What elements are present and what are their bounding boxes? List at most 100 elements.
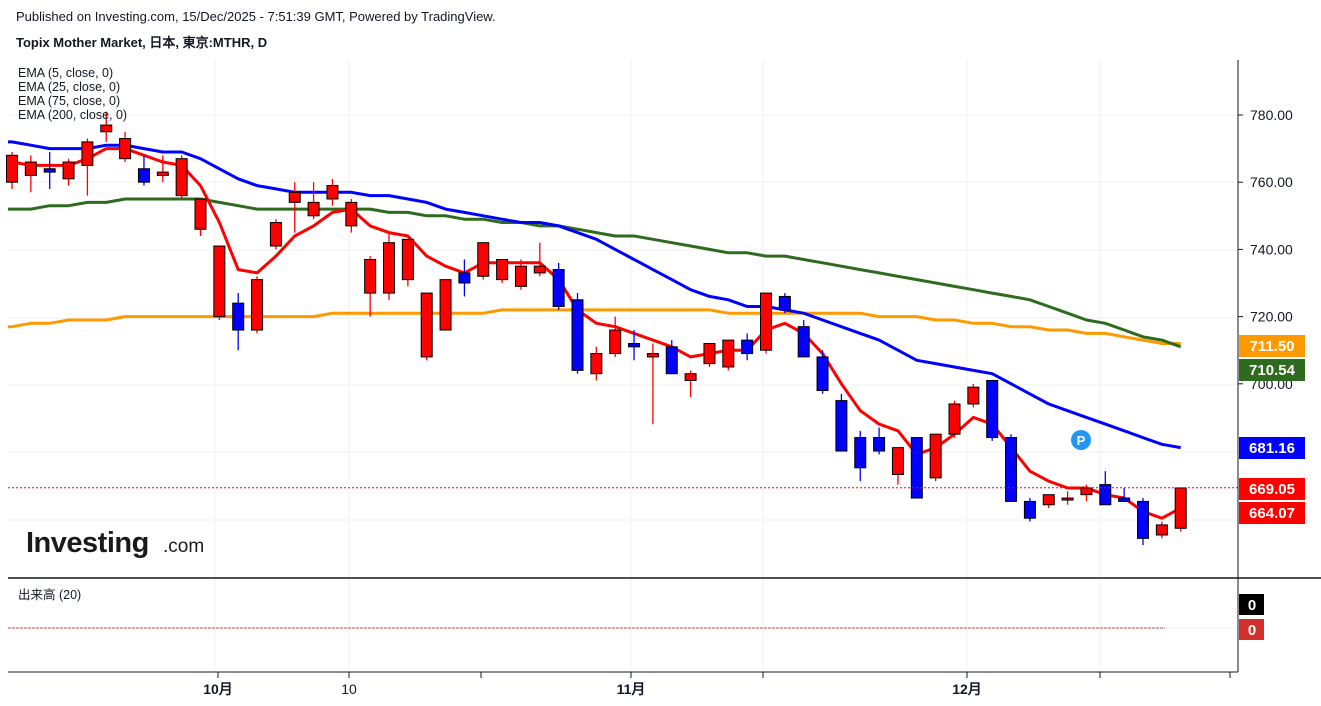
candle-body [458,272,471,284]
candle-body [1005,437,1018,502]
price-label-box [1239,478,1305,500]
candle-body [1042,494,1055,506]
candle-body [1023,500,1036,519]
candle [646,343,659,425]
candle-body [251,279,264,331]
candle-body [1061,497,1074,501]
candle [703,342,716,367]
candle [948,400,961,438]
candle [816,350,829,394]
candle [1174,487,1187,532]
candle [420,292,433,361]
candle-body [533,265,546,274]
candle-body [1137,500,1149,539]
candle-body [156,171,169,176]
y-tick-label: 740.00 [1250,241,1293,257]
candle-body [628,342,641,348]
candle [477,242,490,280]
candles [6,111,1187,546]
x-tick-label: 10 [341,681,357,697]
candle [891,447,904,485]
ema25-line [8,140,1181,450]
grid [8,60,1238,672]
candle [232,293,245,351]
candle-body [571,299,584,371]
x-tick-label: 11月 [617,681,646,697]
candle-body [100,124,113,133]
candle [665,340,678,375]
candle-body [891,447,904,476]
candle-body [1118,497,1131,502]
candle [24,155,37,193]
price-label-box [1239,502,1305,524]
candle [778,293,791,314]
candle-body [986,379,999,439]
candle-body [722,339,735,368]
candle [364,256,377,317]
candle [684,370,697,398]
candle [1061,491,1074,505]
candle [514,259,527,290]
candle [288,182,301,233]
candle-body [62,161,75,180]
candle [910,437,923,499]
candle [81,138,94,196]
event-marker-circle[interactable] [1071,430,1091,450]
candle [401,238,414,287]
ema-legend-item: EMA (75, close, 0) [18,94,120,108]
y-tick-label: 780.00 [1250,107,1293,123]
ema-legend-item: EMA (5, close, 0) [18,66,113,80]
candle [1155,521,1168,539]
price-label-box [1239,437,1305,459]
ema5-line [8,147,1182,520]
candle-body [288,191,301,203]
candle [741,333,754,361]
ema75-line [8,197,1182,349]
candle-body [439,279,452,331]
ema-legend-item: EMA (200, close, 0) [18,108,127,122]
candle-body [967,386,980,405]
volume-badge-value: 0 [1248,622,1256,639]
investing-logo: Investing .com [26,527,204,559]
y-tick-label: 760.00 [1250,174,1293,190]
price-label-box [1239,335,1305,357]
price-label-last: 669.05 [1249,481,1295,498]
price-label-box [1239,359,1305,381]
candle [6,151,18,189]
candle-body [420,292,433,358]
candle [269,219,282,250]
candle [496,258,509,283]
published-caption: Published on Investing.com, 15/Dec/2025 … [16,9,496,24]
volume-badge [1239,594,1264,615]
candle [835,393,848,452]
candle-body [816,356,829,392]
candle-body [835,400,848,452]
candle-body [6,154,18,183]
candle [43,151,56,189]
event-marker[interactable]: P [1071,430,1091,450]
candle-body [552,269,565,308]
candle-body [684,373,697,381]
y-tick-label: 720.00 [1250,309,1293,325]
candle-body [345,201,358,227]
candle-body [873,437,886,452]
candle-body [1099,484,1112,506]
candle-body [797,326,810,358]
candle-body [119,138,132,160]
candle-body [401,238,414,281]
logo-suffix: .com [163,536,204,557]
candle [1005,434,1018,502]
candle-body [1080,487,1093,496]
price-label-ema75: 710.54 [1249,362,1296,379]
candle [251,276,264,334]
candle [760,292,772,354]
candle-body [43,168,56,173]
candle-body [24,161,37,176]
ema-lines [8,140,1182,520]
candle [797,319,810,358]
candle-body [665,346,678,375]
candle-body [948,403,961,435]
candle-body [703,342,716,365]
ema200-line [8,308,1181,345]
